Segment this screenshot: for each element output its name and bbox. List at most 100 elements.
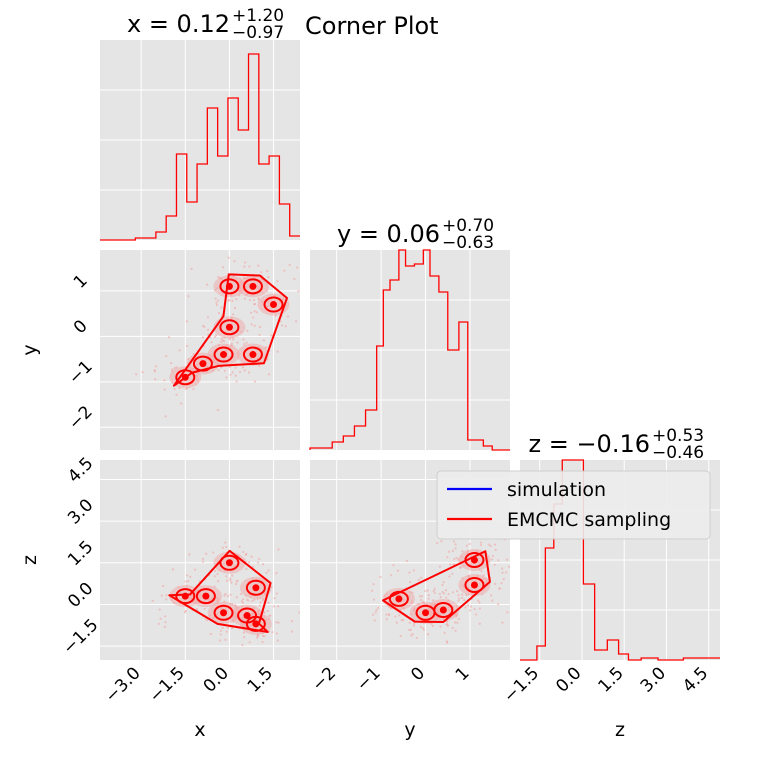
x-z-joint-sample-point <box>252 565 255 568</box>
y-z-joint-sample-point <box>400 619 403 622</box>
x-z-joint-sample-point <box>290 620 294 623</box>
x-z-joint-sample-point <box>276 639 279 642</box>
x-y-joint-sample-point <box>250 323 253 326</box>
x-y-joint-sample-point <box>206 316 210 319</box>
x-y-joint-sample-point <box>233 306 237 309</box>
x-y-joint-contour-inner <box>219 278 240 295</box>
y-z-joint-contour-inner <box>464 577 485 593</box>
x-z-joint-sample-point <box>275 621 278 624</box>
x-z-joint-sample-point <box>298 611 300 614</box>
x-z-joint-sample-point <box>244 553 247 556</box>
x-y-joint-sample-point <box>248 299 252 302</box>
x-y-joint-plot-area <box>135 256 300 418</box>
x-z-joint-sample-point <box>201 560 205 563</box>
y-z-joint-sample-point <box>447 592 450 596</box>
y-z-joint-sample-point <box>412 624 416 627</box>
x-z-joint-sample-point <box>225 575 228 578</box>
x-z-joint-sample-point <box>229 593 232 596</box>
y-z-joint-sample-point <box>453 557 456 561</box>
x-z-joint-sample-point <box>216 572 219 576</box>
y-z-joint-sample-point <box>494 548 497 552</box>
x-y-joint-sample-point <box>202 324 205 327</box>
y-z-joint-sample-point <box>409 581 412 584</box>
x-y-joint-sample-point <box>223 340 226 343</box>
z-marginal-title: z = −0.16 <box>528 430 650 458</box>
x-z-joint-sample-point <box>247 561 251 564</box>
x-z-joint-ytick-label: 3.0 <box>64 495 97 528</box>
legend-label-0: simulation <box>507 479 606 501</box>
x-z-joint-sample-point <box>235 596 238 599</box>
x-z-joint-sample-point <box>242 550 245 554</box>
x-y-joint-sample-point <box>170 361 173 365</box>
y-z-joint-sample-point <box>427 594 430 597</box>
x-marginal-title-lower-error: −0.97 <box>232 23 284 43</box>
x-z-joint-sample-point <box>163 625 167 628</box>
x-z-joint-sample-point <box>256 634 260 638</box>
x-y-joint-sample-point <box>220 337 224 340</box>
x-y-joint-contour-inner <box>263 296 284 313</box>
y-z-joint-sample-point <box>451 572 454 575</box>
x-z-joint-sample-point <box>229 579 232 582</box>
y-z-joint-sample-point <box>390 574 393 577</box>
x-y-joint-sample-point <box>154 378 157 381</box>
y-z-joint-sample-point <box>453 621 457 624</box>
y-z-joint-sample-point <box>497 559 500 562</box>
y-z-joint-sample-point <box>454 543 457 546</box>
y-z-joint-sample-point <box>505 558 509 561</box>
x-y-joint-sample-point <box>214 297 217 300</box>
x-z-joint-sample-point <box>259 601 262 604</box>
x-y-joint-sample-point <box>167 336 171 339</box>
x-z-joint-contour-inner <box>195 588 216 605</box>
x-z-joint-sample-point <box>193 568 197 571</box>
x-z-joint-contour-peak <box>243 612 251 620</box>
x-z-joint-sample-point <box>226 579 229 582</box>
x-z-joint-sample-point <box>273 597 276 600</box>
x-z-joint-xaxis-label: x <box>194 719 205 741</box>
x-y-joint-sample-point <box>220 306 223 309</box>
x-y-joint-sample-point <box>214 334 218 337</box>
x-z-joint-contour-inner <box>213 604 234 621</box>
x-y-joint-sample-point <box>180 402 183 405</box>
z-marginal-histogram-outline <box>520 459 720 661</box>
x-z-joint-sample-point <box>225 545 228 549</box>
y-z-joint-sample-point <box>412 569 416 572</box>
x-y-joint-sample-point <box>255 311 258 314</box>
y-z-joint-sample-point <box>459 566 462 569</box>
x-z-joint-sample-point <box>230 581 233 584</box>
y-z-joint-contour-peak <box>422 609 430 617</box>
x-y-joint-contour-inner <box>242 346 263 363</box>
x-z-joint-sample-point <box>255 636 259 639</box>
x-y-joint-sample-point <box>141 371 144 374</box>
x-z-joint-sample-point <box>262 634 265 638</box>
x-z-joint-sample-point <box>219 629 223 632</box>
figure-title: Corner Plot <box>305 12 439 40</box>
y-z-joint-sample-point <box>399 634 402 637</box>
x-y-joint-contour-inner <box>242 278 263 295</box>
y-z-joint-sample-point <box>417 578 420 581</box>
y-z-joint-sample-point <box>490 558 494 561</box>
y-z-joint-sample-point <box>461 593 464 596</box>
y-z-joint-sample-point <box>426 633 430 636</box>
x-z-joint-xtick-label: 0.0 <box>200 663 233 696</box>
y-z-joint-sample-point <box>424 590 427 593</box>
x-z-joint-sample-point <box>275 592 279 595</box>
x-y-joint-sample-point <box>217 275 220 279</box>
x-z-joint-sample-point <box>165 594 168 597</box>
y-z-joint-xaxis-label: y <box>404 719 415 741</box>
x-z-joint-sample-point <box>165 598 168 601</box>
y-z-joint-sample-point <box>497 603 500 606</box>
x-z-joint-sample-point <box>250 555 253 558</box>
x-y-joint-sample-point <box>283 269 286 272</box>
x-y-joint-sample-point <box>223 369 226 372</box>
y-z-joint-sample-point <box>444 589 448 592</box>
y-z-joint-sample-point <box>505 571 508 574</box>
x-z-joint-sample-point <box>256 561 260 564</box>
y-z-joint-sample-point <box>479 544 483 547</box>
y-z-joint-sample-point <box>443 631 446 634</box>
y-z-joint-sample-point <box>445 596 448 599</box>
x-y-joint-sample-point <box>242 338 245 341</box>
x-z-joint-sample-point <box>240 600 243 603</box>
x-y-joint-sample-point <box>222 266 225 269</box>
y-z-joint-sample-point <box>394 615 397 618</box>
